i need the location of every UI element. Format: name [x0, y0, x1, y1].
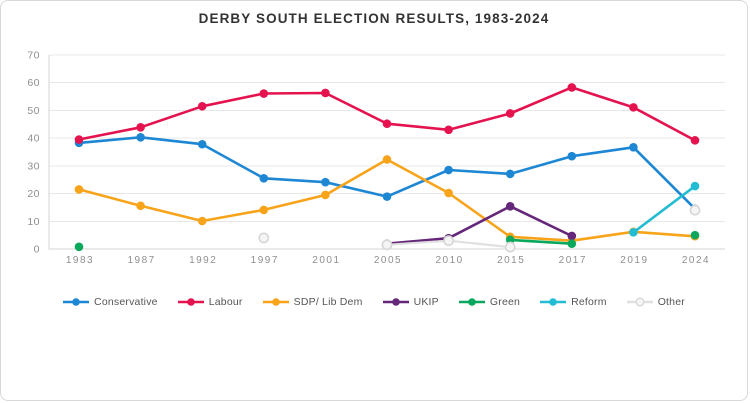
- legend-label: Other: [657, 296, 685, 308]
- legend-marker-labour-icon: [177, 298, 204, 306]
- point-labour-2024: [690, 136, 700, 145]
- y-axis-tick-label: 70: [27, 50, 40, 62]
- point-other-2015: [504, 241, 516, 253]
- point-green-2015: [505, 235, 515, 245]
- legend-item-other: Other: [626, 296, 685, 308]
- point-labour-2001: [321, 88, 330, 98]
- point-conservative-2001: [321, 177, 330, 187]
- point-sdp-lib-dem-2005: [382, 155, 392, 164]
- point-conservative-2017: [567, 151, 577, 161]
- x-axis-tick-label-1987: 1987: [127, 255, 155, 266]
- x-axis-tick-label-2015: 2015: [497, 255, 525, 266]
- point-labour-1997: [259, 89, 269, 98]
- y-axis-tick-label: 0: [34, 244, 40, 256]
- legend-label: Conservative: [94, 296, 158, 308]
- legend-label: Green: [489, 296, 521, 308]
- legend-marker-conservative-icon: [63, 298, 90, 306]
- y-axis-tick-label: 50: [27, 105, 40, 117]
- legend-marker-reform-icon: [540, 298, 567, 306]
- series-other: [258, 204, 701, 253]
- legend-label: Labour: [208, 296, 243, 308]
- point-conservative-1992: [197, 139, 207, 149]
- legend-marker-sdp-lib-dem-icon: [262, 298, 289, 306]
- series-green: [74, 230, 700, 252]
- point-labour-2015: [505, 109, 515, 118]
- y-axis-tick-label: 40: [27, 133, 40, 145]
- legend-marker-ukip-icon: [382, 298, 409, 306]
- legend-marker-green-icon: [458, 298, 485, 306]
- point-green-2024: [690, 230, 700, 240]
- legend-marker-other-icon: [626, 297, 653, 307]
- legend-label: SDP/ Lib Dem: [293, 296, 363, 308]
- point-ukip-2015: [505, 202, 515, 211]
- point-labour-2010: [444, 125, 453, 135]
- x-axis-tick-label-1983: 1983: [66, 255, 94, 266]
- point-labour-2017: [567, 83, 577, 92]
- x-axis-tick-label-2001: 2001: [312, 255, 340, 266]
- legend-item-ukip: UKIP: [382, 296, 439, 308]
- legend-label: Reform: [571, 296, 607, 308]
- point-reform-2019: [629, 228, 638, 237]
- point-ukip-2017: [567, 231, 577, 241]
- point-labour-2005: [382, 119, 392, 129]
- point-conservative-1997: [259, 174, 269, 183]
- x-axis-tick-label-2017: 2017: [559, 255, 587, 266]
- y-axis-tick-label: 20: [27, 188, 40, 200]
- point-sdp-lib-dem-2001: [321, 190, 330, 200]
- point-sdp-lib-dem-1987: [136, 201, 145, 211]
- point-green-1983: [74, 242, 84, 252]
- chart-title: DERBY SOUTH ELECTION RESULTS, 1983-2024: [198, 11, 550, 26]
- legend-item-reform: Reform: [540, 296, 607, 308]
- point-labour-2019: [629, 103, 638, 112]
- point-conservative-2015: [505, 169, 515, 179]
- x-axis-tick-label-2005: 2005: [374, 255, 402, 266]
- x-axis-tick-label-2019: 2019: [620, 255, 648, 266]
- point-labour-1987: [136, 123, 145, 132]
- x-axis-tick-label-1992: 1992: [189, 255, 217, 266]
- series-conservative: [74, 133, 700, 214]
- x-axis-tick-label-2024: 2024: [682, 255, 710, 266]
- point-other-2010: [443, 235, 454, 247]
- y-axis-tick-label: 30: [27, 160, 40, 172]
- point-sdp-lib-dem-2010: [444, 188, 453, 198]
- point-conservative-2010: [444, 165, 453, 175]
- series-line-reform: [632, 184, 697, 234]
- legend-item-labour: Labour: [177, 296, 243, 308]
- chart-legend: Conservative Labour SDP/ Lib Dem UKIP Green R…: [1, 296, 747, 308]
- x-axis-tick-label-2010: 2010: [435, 255, 463, 266]
- point-other-2005: [381, 239, 393, 251]
- y-axis-tick-label: 60: [27, 77, 40, 89]
- point-green-2017: [567, 239, 577, 249]
- point-sdp-lib-dem-1983: [74, 185, 84, 194]
- point-conservative-2005: [382, 192, 392, 201]
- legend-item-green: Green: [458, 296, 521, 308]
- point-other-2024: [689, 204, 701, 216]
- y-axis-tick-label: 10: [27, 216, 40, 228]
- point-conservative-1987: [136, 133, 145, 142]
- point-reform-2024: [690, 181, 700, 191]
- series-line-ukip: [385, 205, 574, 245]
- x-axis-tick-label-1997: 1997: [251, 255, 279, 266]
- point-sdp-lib-dem-1997: [259, 205, 269, 215]
- series-labour: [74, 83, 700, 145]
- legend-label: UKIP: [413, 296, 439, 308]
- series-line-labour: [77, 86, 697, 142]
- legend-item-sdp-lib-dem: SDP/ Lib Dem: [262, 296, 363, 308]
- point-other-1997: [258, 232, 270, 244]
- point-conservative-2019: [629, 142, 638, 152]
- point-sdp-lib-dem-1992: [197, 216, 207, 226]
- point-labour-1983: [74, 135, 84, 144]
- point-labour-1992: [197, 101, 207, 111]
- legend-item-conservative: Conservative: [63, 296, 158, 308]
- series-reform: [629, 181, 700, 237]
